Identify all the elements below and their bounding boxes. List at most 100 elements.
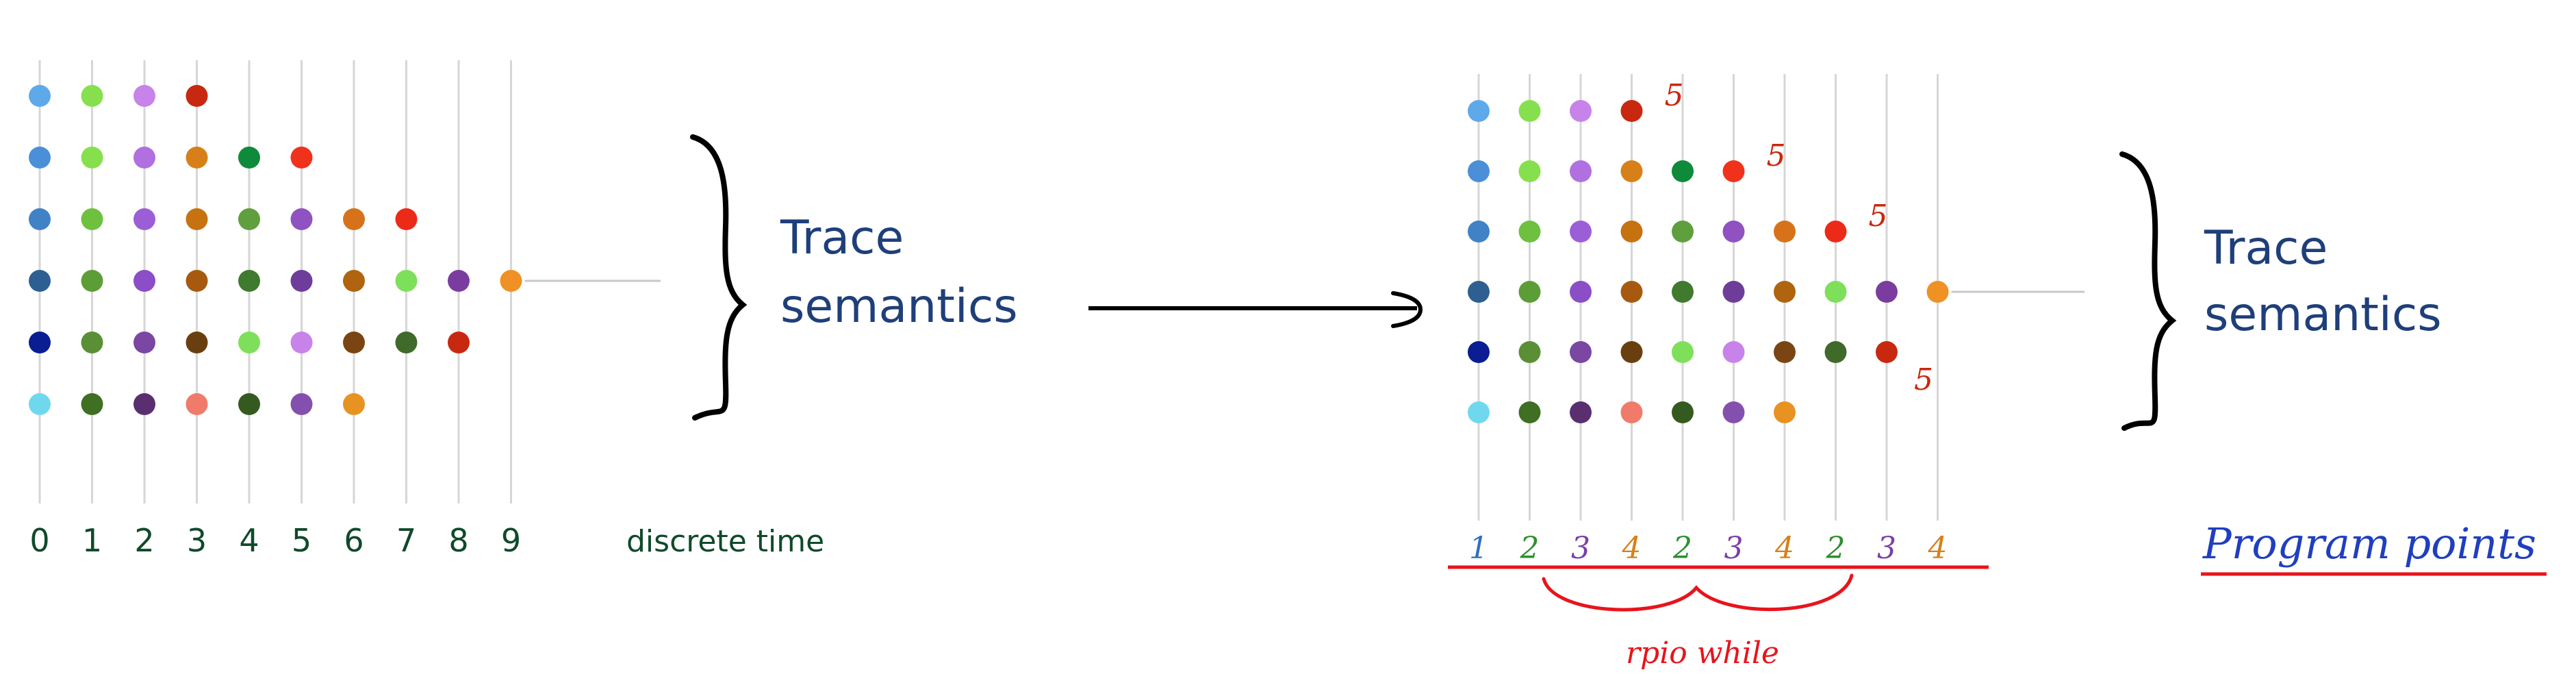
left-state-dot [81,85,103,107]
right-state-dot [1518,281,1541,303]
left-state-dot [29,270,51,292]
left-state-dot [81,393,103,415]
left-state-dot [81,147,103,169]
transformation-arrow [1088,291,1423,328]
left-state-dot [133,208,155,230]
left-state-dot [395,270,418,292]
left-state-dot [81,208,103,230]
right-state-dot [1722,281,1745,303]
left-time-tick-label: 3 [187,522,207,559]
right-state-dot [1468,100,1490,122]
right-state-dot [1468,221,1490,242]
left-state-dot [343,332,365,353]
right-state-dot [1672,281,1694,303]
right-state-dot [1570,341,1592,363]
program-points-caption: Program points [2202,519,2536,569]
left-state-dot [238,270,260,292]
right-program-point-label: 2 [1672,531,1692,566]
left-state-dot [448,332,470,353]
left-state-dot [290,393,313,415]
right-state-dot [1672,160,1694,182]
right-program-point-label: 3 [1724,531,1744,566]
left-brace [690,134,748,421]
left-state-dot [290,147,313,169]
loop-exit-five-label: 5 [1665,78,1684,113]
right-five-annotations: 5 5 5 5 [1665,78,1934,397]
loop-exit-five-label: 5 [1914,362,1933,397]
right-state-dot [1518,160,1541,182]
while-loop-brace [1542,573,1854,612]
right-program-point-label: 2 [1520,531,1540,566]
right-program-point-label: 4 [1928,531,1948,566]
left-state-dot [343,393,365,415]
left-state-dot [29,147,51,169]
handwritten-while-note: rpio while [1626,636,1779,671]
right-state-dot [1518,221,1541,242]
left-state-dot [29,393,51,415]
left-time-tick-label: 1 [82,522,102,559]
right-state-dot [1824,281,1847,303]
left-state-dot [133,147,155,169]
left-state-dot [238,393,260,415]
right-state-dot [1468,160,1490,182]
right-state-dot [1570,100,1592,122]
left-state-dot [29,208,51,230]
left-state-dot [186,393,208,415]
right-trace-grid [1468,74,2084,521]
right-state-dot [1518,100,1541,122]
left-state-dot [343,208,365,230]
right-trace-label: Trace [2204,221,2328,275]
left-state-dot [81,332,103,353]
left-state-dot [448,270,470,292]
left-state-dot [186,270,208,292]
right-state-dot [1672,401,1694,423]
left-time-tick-label: 8 [448,522,468,559]
loop-exit-five-label: 5 [1869,199,1888,234]
right-state-dot [1774,221,1796,242]
right-state-dot [1468,401,1490,423]
left-time-tick-label: 0 [29,522,49,559]
right-program-point-label: 3 [1571,531,1590,566]
left-state-dot [395,332,418,353]
right-state-dot [1620,401,1643,423]
right-state-dot [1722,341,1745,363]
left-time-tick-label: 5 [292,522,311,559]
left-state-dot [238,208,260,230]
left-state-dot [133,332,155,353]
right-state-dot [1722,401,1745,423]
right-state-dot [1518,401,1541,423]
right-state-dot [1722,160,1745,182]
right-state-dot [1518,341,1541,363]
left-state-dot [133,85,155,107]
left-time-tick-label: 4 [239,522,259,559]
left-state-dot [133,393,155,415]
left-state-dot [186,208,208,230]
left-state-dot [186,147,208,169]
left-state-dot [29,332,51,353]
right-program-point-label: 3 [1877,531,1896,566]
left-state-dot [238,332,260,353]
right-state-dot [1620,100,1643,122]
right-program-point-label: 4 [1774,531,1794,566]
right-state-dot [1570,401,1592,423]
right-semantics-label: semantics [2204,288,2442,342]
right-state-dot [1620,341,1643,363]
left-state-dot [81,270,103,292]
left-state-dot [186,332,208,353]
left-state-dot [500,270,522,292]
right-program-point-label: 1 [1469,531,1488,566]
right-state-dot [1570,221,1592,242]
right-state-dot [1722,221,1745,242]
right-state-dot [1672,341,1694,363]
right-state-dot [1620,221,1643,242]
right-state-dot [1620,160,1643,182]
left-trace-label: Trace [780,211,904,265]
left-state-dot [395,208,418,230]
right-state-dot [1774,341,1796,363]
right-brace [2119,151,2177,431]
left-state-dot [290,208,313,230]
right-state-dot [1570,160,1592,182]
left-state-dot [29,85,51,107]
